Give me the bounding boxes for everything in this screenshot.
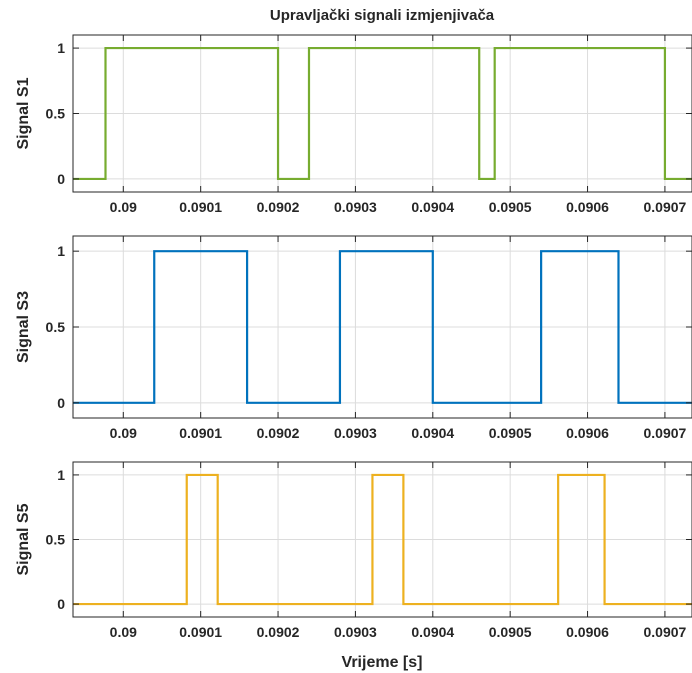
x-tick-label: 0.09 <box>110 624 137 640</box>
signal-trace <box>73 250 692 404</box>
x-tick-label: 0.0903 <box>334 199 377 215</box>
y-tick-label: 0 <box>57 596 65 612</box>
x-tick-label: 0.0907 <box>644 425 687 441</box>
x-tick-label: 0.09 <box>110 199 137 215</box>
subplot-signal-s5: 0.09 0.0901 0.0902 0.0903 0.0904 0.0905 0.0906… <box>15 461 692 640</box>
y-tick-label: 1 <box>57 243 65 259</box>
subplot-signal-s1: 0.09 0.0901 0.0902 0.0903 0.0904 0.0905 0.0906… <box>15 34 692 215</box>
y-tick-label: 1 <box>57 40 65 56</box>
x-axis-label: Vrijeme [s] <box>342 654 423 671</box>
x-tick-label: 0.0906 <box>566 425 609 441</box>
x-tick-label: 0.0906 <box>566 199 609 215</box>
x-tick-label: 0.0905 <box>489 624 532 640</box>
x-tick-label: 0.0901 <box>179 425 222 441</box>
x-tick-label: 0.0907 <box>644 624 687 640</box>
subplot-signal-s3: 0.09 0.0901 0.0902 0.0903 0.0904 0.0905 0.0906… <box>15 235 692 441</box>
y-tick-label: 0.5 <box>46 532 66 548</box>
x-tick-label: 0.0904 <box>411 624 454 640</box>
x-tick-label: 0.0904 <box>411 425 454 441</box>
x-tick-label: 0.0905 <box>489 425 532 441</box>
signal-trace <box>73 46 692 181</box>
signal-trace <box>73 473 692 606</box>
x-tick-label: 0.0901 <box>179 199 222 215</box>
y-axis-label: Signal S1 <box>15 77 32 149</box>
x-tick-label: 0.09 <box>110 425 137 441</box>
x-tick-label: 0.0901 <box>179 624 222 640</box>
x-tick-label: 0.0903 <box>334 425 377 441</box>
x-tick-label: 0.0903 <box>334 624 377 640</box>
figure-title: Upravljački signali izmjenjivača <box>270 7 495 24</box>
y-tick-label: 0 <box>57 395 65 411</box>
x-tick-label: 0.0904 <box>411 199 454 215</box>
x-tick-label: 0.0906 <box>566 624 609 640</box>
y-axis-label: Signal S3 <box>15 291 32 363</box>
y-tick-label: 0.5 <box>46 106 66 122</box>
y-tick-label: 0.5 <box>46 319 66 335</box>
y-tick-label: 1 <box>57 467 65 483</box>
x-tick-label: 0.0907 <box>644 199 687 215</box>
x-tick-label: 0.0902 <box>257 425 300 441</box>
x-tick-label: 0.0902 <box>257 199 300 215</box>
y-axis-label: Signal S5 <box>15 503 32 575</box>
x-tick-label: 0.0905 <box>489 199 532 215</box>
y-tick-label: 0 <box>57 171 65 187</box>
x-tick-label: 0.0902 <box>257 624 300 640</box>
